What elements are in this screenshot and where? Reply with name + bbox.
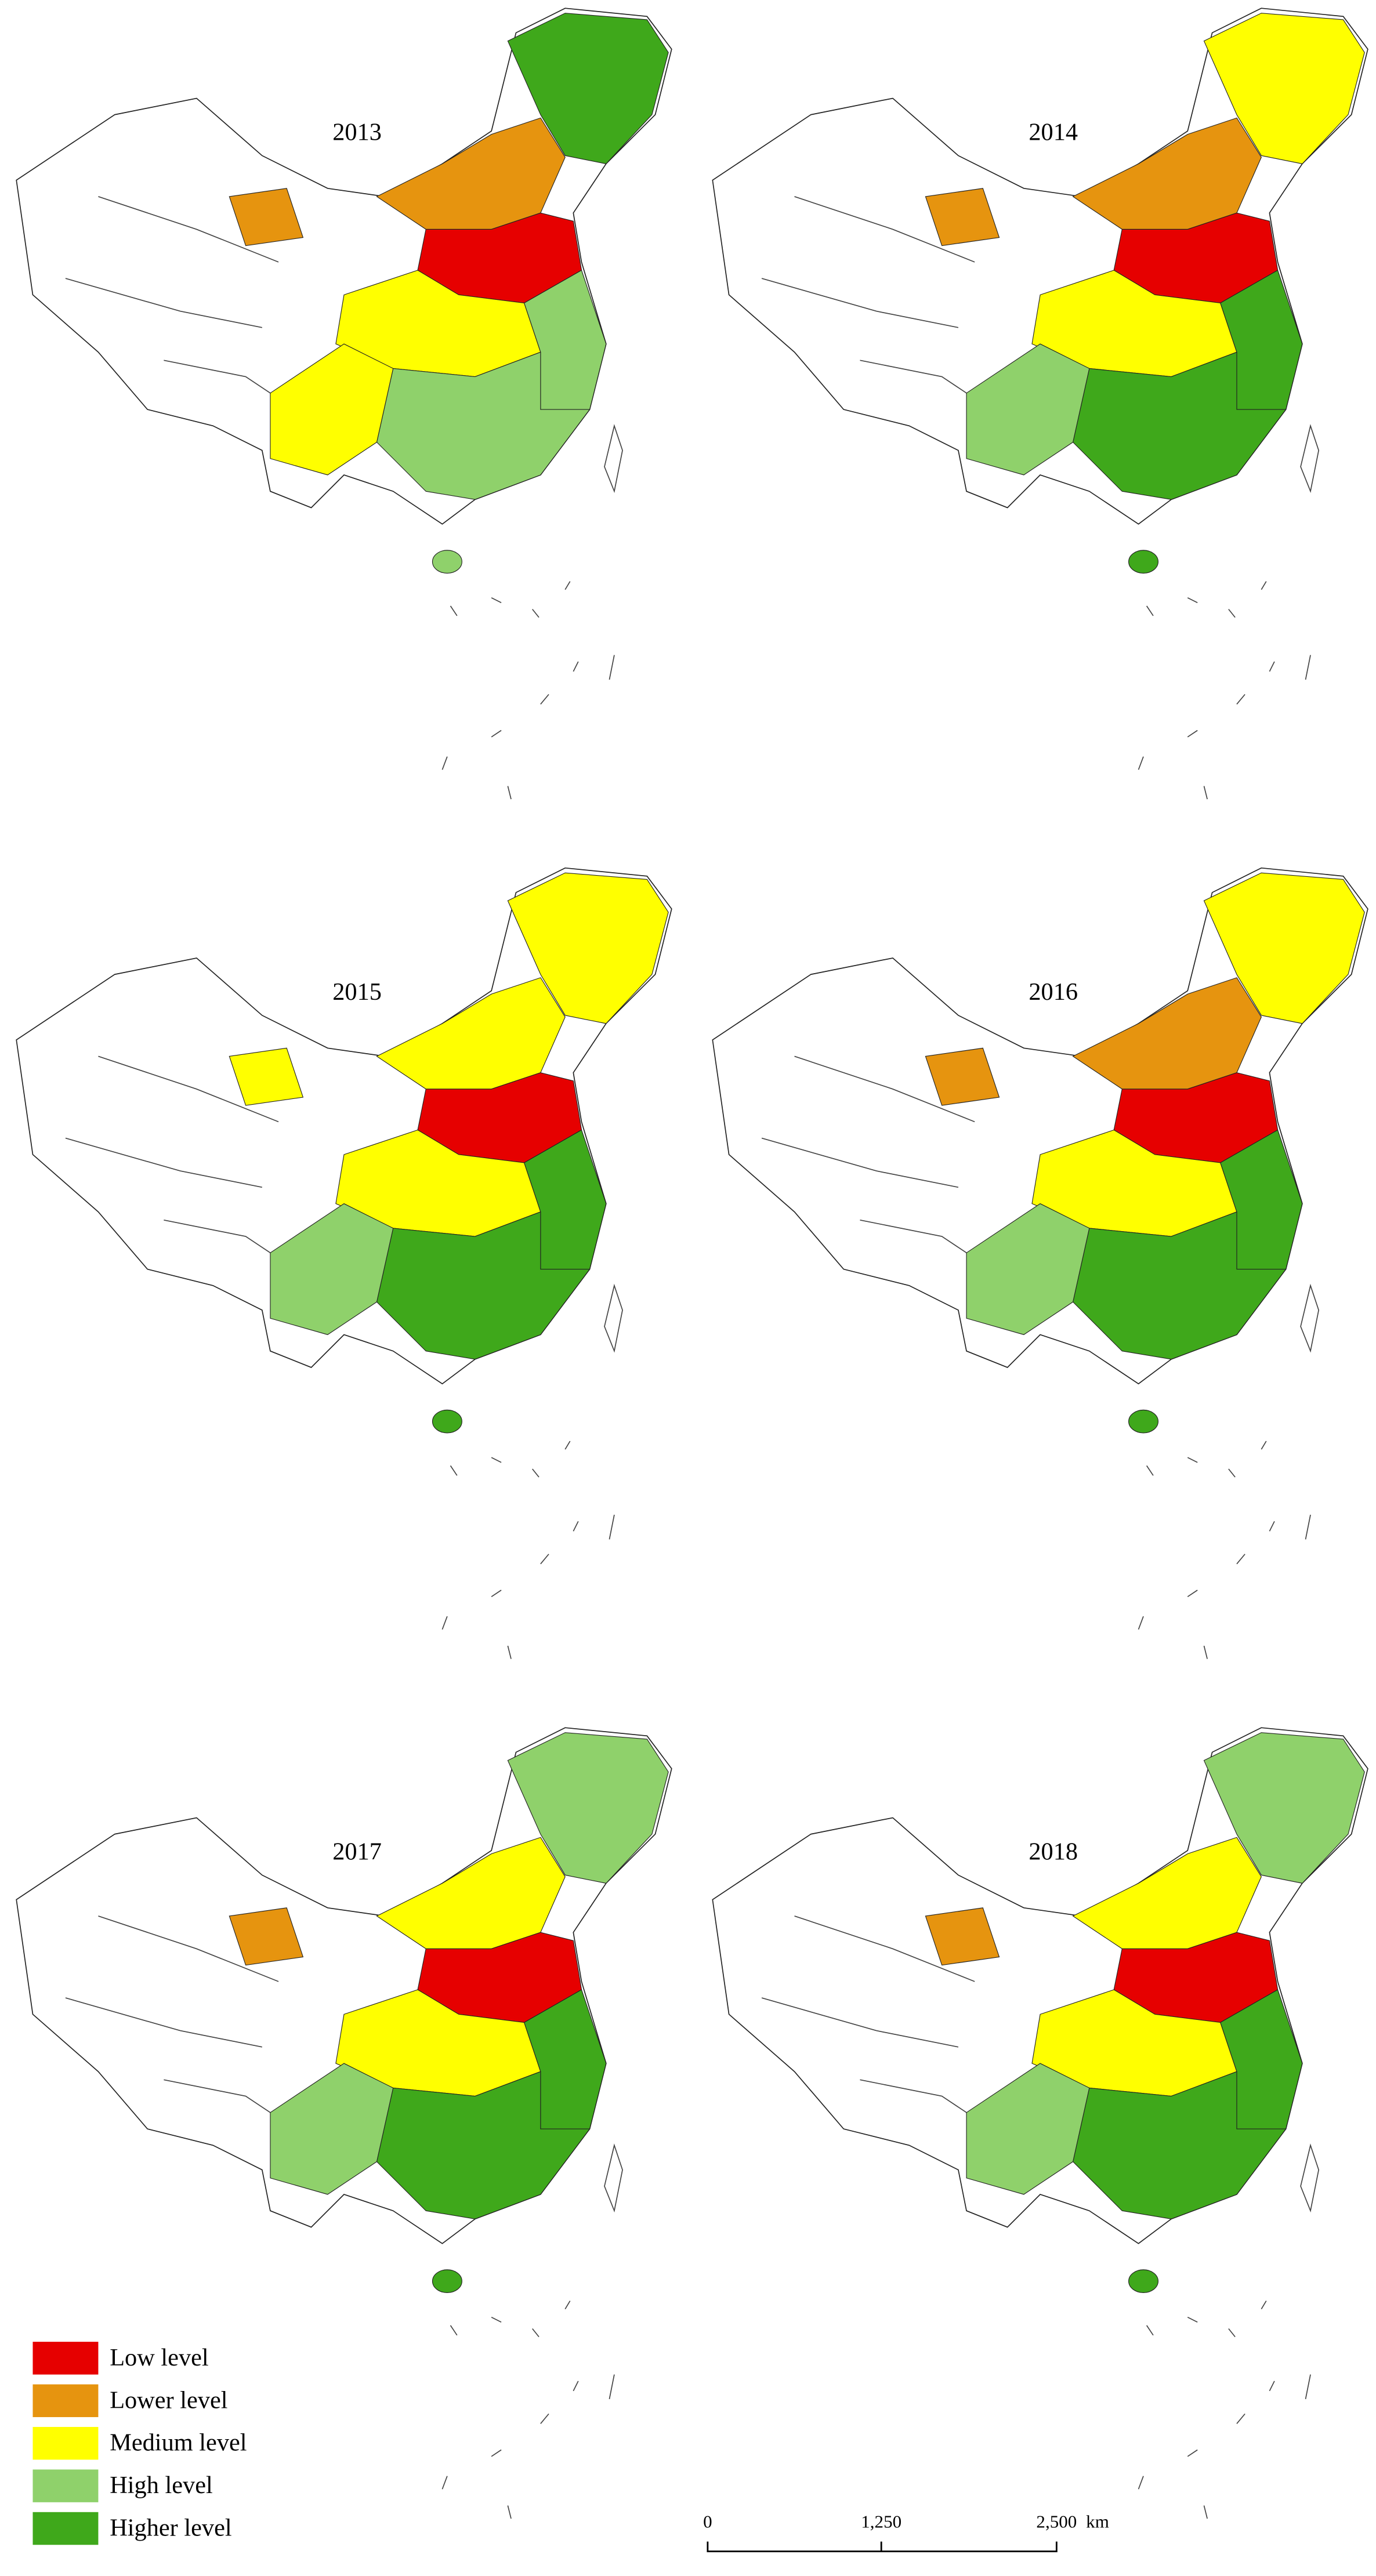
taiwan [604, 424, 623, 494]
hainan [1128, 550, 1158, 574]
scale-label: 1,250 [861, 2512, 901, 2532]
south-sea-islands [441, 581, 615, 800]
map-region [376, 1211, 591, 1360]
map-panel: 2017 [16, 1727, 672, 2519]
map-region [507, 1732, 669, 1884]
map-panel: 2018 [712, 1727, 1368, 2519]
map-region [1072, 351, 1287, 500]
year-label: 2016 [1029, 978, 1078, 1006]
scale-label: 0 [703, 2512, 712, 2532]
map-region [376, 351, 591, 500]
map-region [376, 2071, 591, 2219]
south-sea-islands [441, 1441, 615, 1659]
year-label: 2018 [1029, 1838, 1078, 1865]
map-region [1072, 117, 1262, 230]
taiwan [604, 1283, 623, 1353]
map-region [270, 1203, 394, 1336]
map-region [270, 343, 394, 476]
hainan [432, 1409, 462, 1434]
taiwan [1300, 2143, 1320, 2213]
map-panel: 2014 [712, 8, 1368, 800]
taiwan [1300, 1283, 1320, 1353]
map-region [229, 1907, 304, 1966]
map-region [1072, 2071, 1287, 2219]
map-region [229, 1047, 304, 1106]
map-region [1072, 977, 1262, 1090]
legend-swatch [32, 2426, 99, 2460]
legend-swatch [32, 2342, 99, 2375]
legend-label: High level [110, 2472, 213, 2499]
scale-bar: 0 1,250 2,500 km [703, 2512, 1109, 2552]
legend-swatch [32, 2384, 99, 2418]
map-region [966, 2063, 1090, 2195]
map-region [925, 1047, 1000, 1106]
map-region [507, 872, 669, 1024]
legend-swatch [32, 2469, 99, 2502]
year-label: 2015 [332, 978, 382, 1006]
hainan [1128, 2269, 1158, 2293]
map-region [925, 1907, 1000, 1966]
map-region [966, 1203, 1090, 1336]
map-region [966, 343, 1090, 476]
map-region [1203, 1732, 1365, 1884]
legend-label: Lower level [110, 2386, 227, 2414]
south-sea-islands [1138, 581, 1311, 800]
map-region [1203, 13, 1365, 165]
map-region [1203, 872, 1365, 1024]
map-region [270, 2063, 394, 2195]
south-sea-islands [441, 2301, 615, 2519]
map-region [1072, 1211, 1287, 1360]
scale-label: 2,500 [1036, 2512, 1077, 2532]
map-panel: 2015 [16, 867, 672, 1659]
hainan [432, 2269, 462, 2293]
map-region [1072, 1837, 1262, 1949]
year-label: 2017 [332, 1838, 382, 1865]
taiwan [1300, 424, 1320, 494]
year-label: 2013 [332, 118, 382, 146]
map-region [229, 188, 304, 246]
map-region [376, 117, 566, 230]
taiwan [604, 2143, 623, 2213]
map-region [376, 977, 566, 1090]
hainan [432, 550, 462, 574]
map-region [507, 13, 669, 165]
south-sea-islands [1138, 2301, 1311, 2519]
legend-label: Higher level [110, 2515, 231, 2542]
legend-swatch [32, 2512, 99, 2545]
south-sea-islands [1138, 1441, 1311, 1659]
map-panel: 2013 [16, 8, 672, 800]
map-panel: 2016 [712, 867, 1368, 1659]
map-region [376, 1837, 566, 1949]
scale-line [707, 2541, 1058, 2552]
scale-unit: km [1086, 2512, 1109, 2532]
year-label: 2014 [1029, 118, 1078, 146]
map-region [925, 188, 1000, 246]
hainan [1128, 1409, 1158, 1434]
legend-label: Medium level [110, 2429, 247, 2457]
legend-label: Low level [110, 2344, 208, 2371]
